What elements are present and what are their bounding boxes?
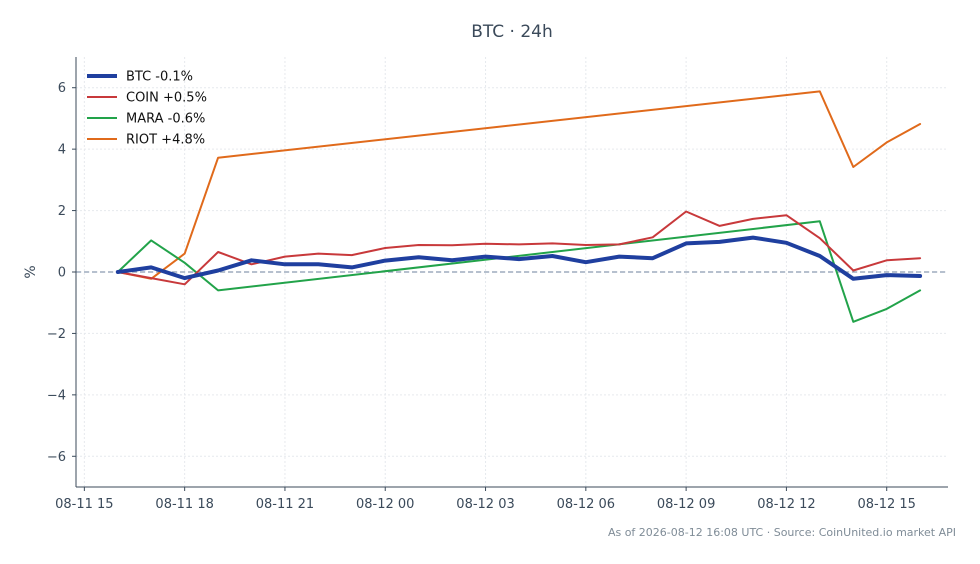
- x-tick-label-6: 08-12 09: [657, 497, 715, 512]
- x-tick-label-8: 08-12 15: [857, 497, 915, 512]
- x-tick-label-7: 08-12 12: [757, 497, 815, 512]
- x-tick-label-5: 08-12 06: [557, 497, 615, 512]
- series-line-1: [116, 210, 922, 286]
- y-axis-label: %: [23, 265, 39, 278]
- y-tick-label-6: 6: [58, 81, 66, 96]
- x-tick-label-3: 08-12 00: [356, 497, 414, 512]
- chart-title: BTC · 24h: [471, 22, 553, 42]
- x-axis-ticks: 08-11 15 08-11 18 08-11 21 08-12 00 08-12 03…: [55, 487, 916, 512]
- x-tick-label-4: 08-12 03: [456, 497, 514, 512]
- y-tick-label-4: 2: [58, 204, 66, 219]
- y-tick-label-1: −4: [47, 388, 66, 403]
- y-tick-label-3: 0: [58, 266, 66, 281]
- legend-label-0: BTC -0.1%: [126, 70, 193, 85]
- series-lines: [115, 90, 923, 323]
- y-tick-label-0: −6: [47, 450, 66, 465]
- x-tick-label-0: 08-11 15: [55, 497, 113, 512]
- x-tick-label-2: 08-11 21: [256, 497, 314, 512]
- source-footer: As of 2026-08-12 16:08 UTC · Source: Coi…: [607, 526, 956, 539]
- legend-label-1: COIN +0.5%: [126, 91, 207, 106]
- y-tick-label-2: −2: [47, 327, 66, 342]
- y-axis-ticks: −6 −4 −2 0 2 4 6: [47, 81, 76, 465]
- legend-label-3: RIOT +4.8%: [126, 133, 205, 148]
- series-line-2: [116, 220, 922, 323]
- y-tick-label-5: 4: [58, 143, 66, 158]
- series-line-0: [115, 235, 923, 281]
- x-tick-label-1: 08-11 18: [155, 497, 213, 512]
- series-line-3: [116, 90, 922, 280]
- legend: BTC -0.1% COIN +0.5% MARA -0.6% RIOT +4.8%: [87, 70, 207, 148]
- legend-label-2: MARA -0.6%: [126, 112, 205, 127]
